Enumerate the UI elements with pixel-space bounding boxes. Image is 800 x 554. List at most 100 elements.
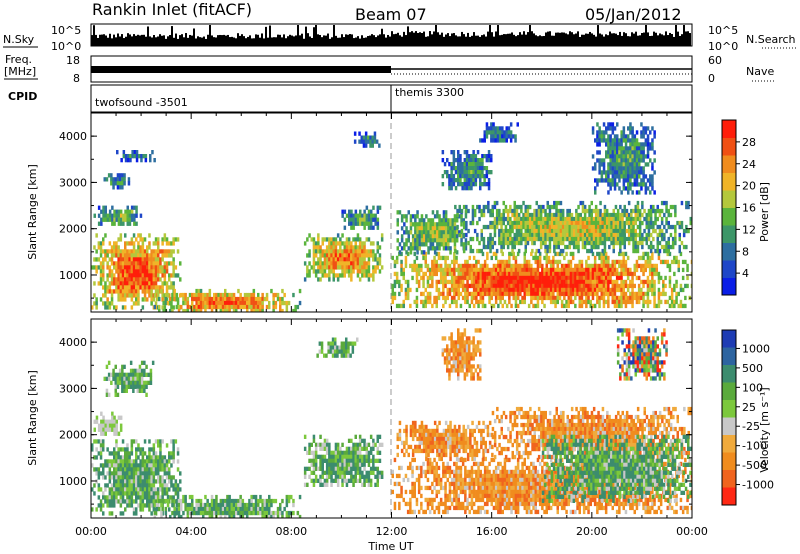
heatmap-cell [477,271,480,277]
heatmap-cell [602,255,606,261]
heatmap-cell [433,295,436,301]
heatmap-cell [506,232,510,238]
heatmap-cell [624,263,628,269]
heatmap-cell [102,205,105,210]
heatmap-cell [578,291,581,297]
nsky-bar [573,34,575,46]
heatmap-cell [653,299,656,305]
heatmap-cell [638,228,642,234]
heatmap-cell [343,241,346,246]
heatmap-cell [135,297,138,302]
heatmap-cell [152,269,156,274]
heatmap-cell [574,263,577,269]
heatmap-cell [570,212,574,218]
heatmap-cell [163,479,167,484]
nsky-bar [281,37,283,46]
heatmap-cell [341,273,344,278]
heatmap-cell [586,208,589,214]
heatmap-cell [450,287,454,293]
heatmap-cell [127,154,130,159]
heatmap-cell [620,283,623,289]
heatmap-cell [590,240,593,246]
heatmap-cell [522,200,525,206]
heatmap-cell [657,291,661,297]
heatmap-cell [150,249,153,254]
heatmap-cell [651,126,654,131]
heatmap-cell [257,308,260,312]
heatmap-cell [528,224,532,230]
heatmap-cell [627,178,630,183]
heatmap-cell [541,267,544,273]
heatmap-cell [638,232,642,238]
heatmap-cell [406,251,410,257]
heatmap-cell [215,296,218,302]
heatmap-cell [422,291,425,297]
heatmap-cell [334,273,338,278]
heatmap-cell [179,487,182,492]
nsky-bar [353,38,355,46]
heatmap-cell [572,232,576,238]
heatmap-cell [523,255,526,261]
heatmap-cell [563,291,566,297]
nsky-bar [311,37,313,46]
heatmap-cell [631,146,634,151]
heatmap-cell [336,253,340,258]
heatmap-cell [470,263,474,269]
heatmap-cell [586,240,589,246]
nsky-bar [669,32,671,46]
heatmap-cell [483,275,487,281]
heatmap-cell [668,251,672,257]
heatmap-cell [600,267,603,273]
heatmap-cell [497,259,500,265]
heatmap-cell [618,299,621,305]
heatmap-cell [161,475,164,480]
heatmap-cell [673,303,676,309]
heatmap-cell [554,267,557,273]
heatmap-cell [143,483,147,488]
heatmap-cell [143,463,147,468]
heatmap-cell [442,234,446,239]
heatmap-cell [470,162,473,167]
heatmap-cell [455,250,459,255]
nsky-bar [299,35,301,46]
heatmap-cell [146,285,149,290]
heatmap-cell [106,503,109,508]
heatmap-cell [642,134,645,139]
heatmap-cell [555,220,558,226]
heatmap-cell [367,237,371,242]
heatmap-cell [494,130,497,135]
heatmap-cell [466,299,469,305]
heatmap-cell [154,459,158,464]
heatmap-cell [677,291,680,297]
heatmap-cell [141,459,145,464]
heatmap-cell [596,158,599,163]
heatmap-cell [398,291,401,297]
heatmap-cell [110,173,113,178]
heatmap-cell [637,295,641,301]
heatmap-cell [458,214,461,219]
heatmap-cell [636,244,640,250]
nsky-bar [679,35,681,46]
heatmap-cell [645,236,648,242]
heatmap-cell [528,232,532,238]
heatmap-cell [119,483,123,488]
heatmap-cell [546,220,549,226]
heatmap-cell [673,287,676,293]
heatmap-cell [272,304,275,310]
heatmap-cell [530,287,533,293]
heatmap-cell [680,200,684,206]
heatmap-cell [632,224,635,230]
heatmap-cell [132,257,136,262]
heatmap-cell [447,238,450,243]
heatmap-cell [492,275,496,281]
heatmap-cell [404,295,408,301]
heatmap-cell [622,291,625,297]
heatmap-cell [100,221,103,226]
heatmap-cell [663,236,666,242]
heatmap-cell [484,244,488,250]
heatmap-cell [554,295,557,301]
heatmap-cell [128,479,131,484]
heatmap-cell [607,271,610,277]
heatmap-cell [501,283,504,289]
heatmap-cell [250,304,253,310]
